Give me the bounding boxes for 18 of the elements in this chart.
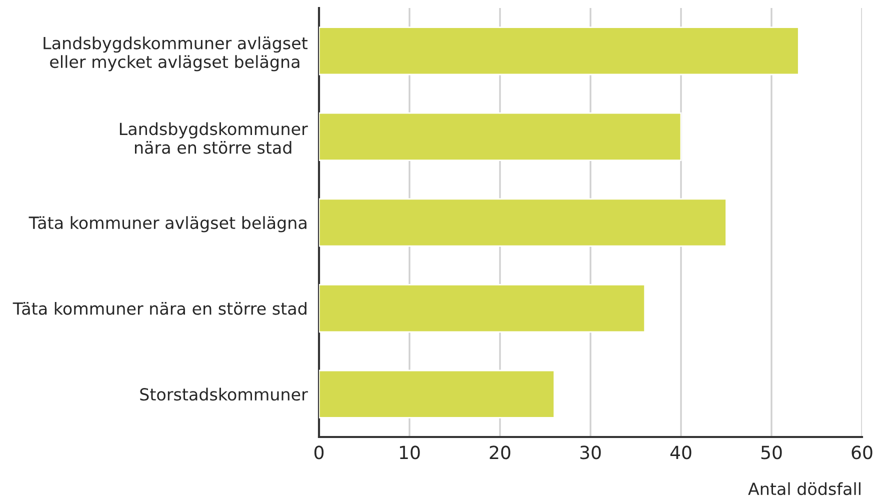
x-tick-label: 30 (580, 446, 601, 460)
bar (319, 370, 555, 418)
x-tick-label: 60 (852, 446, 872, 460)
x-tick-label: 20 (490, 446, 510, 460)
y-tick-label: Landsbygdskommuner avlägset eller mycket avlägset belägna (44, 36, 308, 72)
bar (319, 112, 682, 161)
bar (319, 198, 727, 247)
x-axis-title: Antal dödsfall (748, 482, 860, 496)
bar (319, 26, 800, 76)
bar (319, 284, 646, 333)
y-tick-label: Täta kommuner nära en större stad (12, 302, 306, 315)
x-tick-label: 50 (761, 446, 782, 460)
y-tick-label: Täta kommuner avlägset belägna (28, 216, 306, 232)
x-tick-label: 0 (314, 446, 324, 460)
y-tick-label: Storstadskommuner (140, 388, 308, 401)
y-tick-label: Landsbygdskommuner nära en större stad (120, 122, 308, 154)
x-tick-label: 10 (400, 446, 420, 460)
x-tick-label: 40 (670, 446, 692, 460)
